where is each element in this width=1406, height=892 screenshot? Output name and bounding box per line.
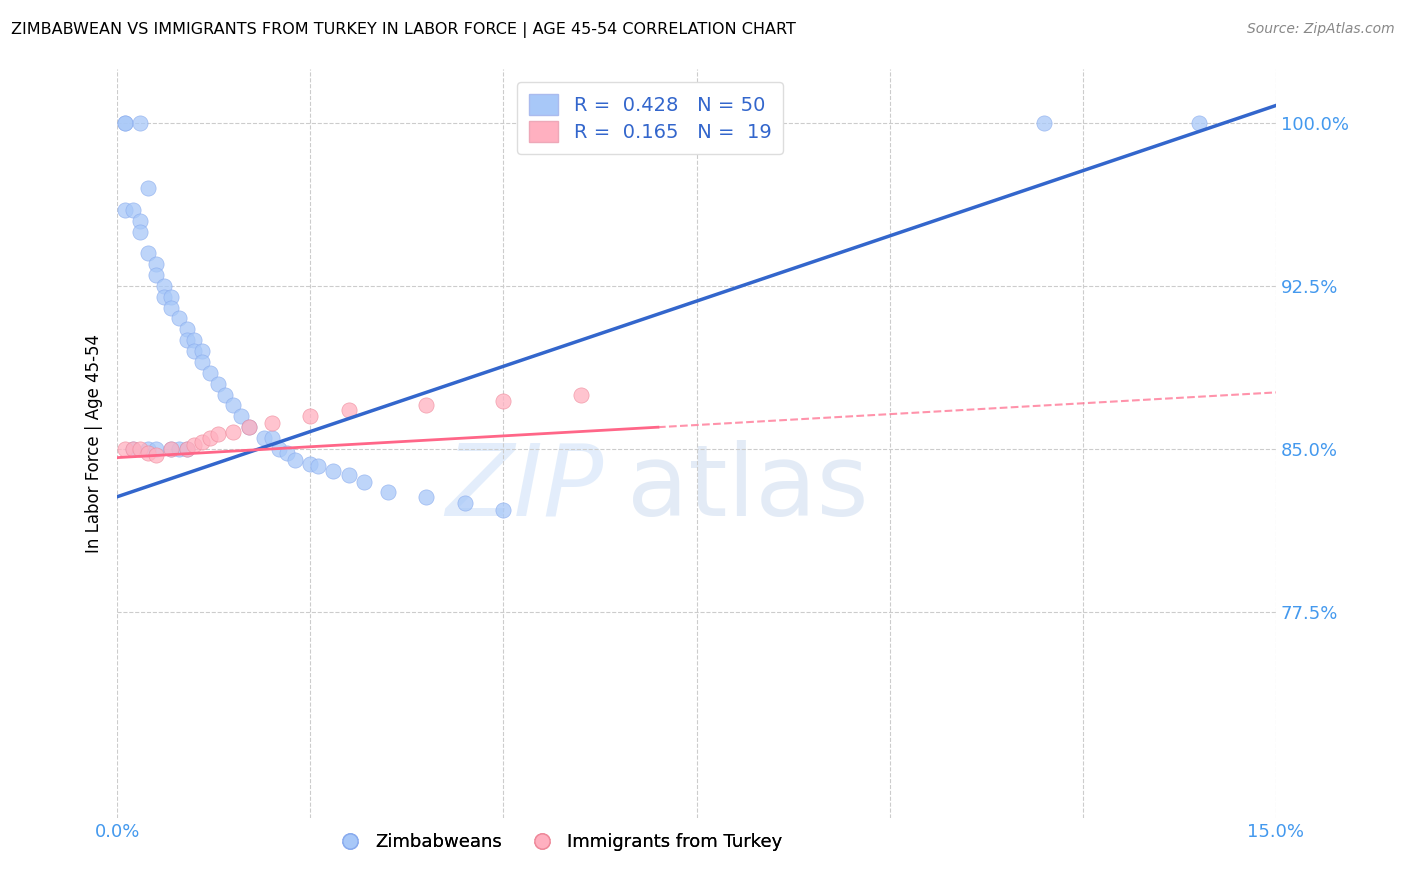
Point xyxy=(222,399,245,413)
Point xyxy=(222,425,245,439)
Point xyxy=(152,290,174,304)
Point xyxy=(260,431,283,445)
Point xyxy=(183,344,205,359)
Point xyxy=(183,333,205,347)
Point xyxy=(145,442,167,456)
Legend: Zimbabweans, Immigrants from Turkey: Zimbabweans, Immigrants from Turkey xyxy=(325,826,790,858)
Point xyxy=(145,268,167,282)
Point xyxy=(337,402,360,417)
Point xyxy=(276,446,298,460)
Point xyxy=(129,225,152,239)
Point xyxy=(176,333,198,347)
Point xyxy=(160,290,183,304)
Point xyxy=(129,442,152,456)
Point xyxy=(269,442,291,456)
Point xyxy=(176,322,198,336)
Point xyxy=(136,442,159,456)
Text: Source: ZipAtlas.com: Source: ZipAtlas.com xyxy=(1247,22,1395,37)
Point xyxy=(145,449,167,463)
Point xyxy=(229,409,252,424)
Point xyxy=(129,213,152,227)
Point xyxy=(207,426,229,441)
Point xyxy=(121,442,143,456)
Point xyxy=(299,409,322,424)
Point xyxy=(176,442,198,456)
Point xyxy=(492,503,515,517)
Point xyxy=(377,485,399,500)
Point xyxy=(353,475,375,489)
Point xyxy=(198,431,221,445)
Point xyxy=(214,387,236,401)
Point xyxy=(198,366,221,380)
Point xyxy=(145,257,167,271)
Point xyxy=(114,202,136,217)
Text: atlas: atlas xyxy=(627,440,869,537)
Point xyxy=(337,468,360,483)
Point xyxy=(415,490,437,504)
Point xyxy=(121,202,143,217)
Point xyxy=(160,442,183,456)
Point xyxy=(136,181,159,195)
Point xyxy=(160,301,183,315)
Point xyxy=(253,431,276,445)
Point xyxy=(176,442,198,456)
Point xyxy=(238,420,260,434)
Point xyxy=(260,416,283,430)
Point xyxy=(152,279,174,293)
Point xyxy=(114,116,136,130)
Point xyxy=(569,387,592,401)
Point xyxy=(121,442,143,456)
Point xyxy=(191,344,214,359)
Point xyxy=(136,446,159,460)
Text: ZIMBABWEAN VS IMMIGRANTS FROM TURKEY IN LABOR FORCE | AGE 45-54 CORRELATION CHAR: ZIMBABWEAN VS IMMIGRANTS FROM TURKEY IN … xyxy=(11,22,796,38)
Y-axis label: In Labor Force | Age 45-54: In Labor Force | Age 45-54 xyxy=(86,334,103,553)
Point xyxy=(191,435,214,450)
Point xyxy=(136,246,159,260)
Point xyxy=(454,496,477,510)
Point xyxy=(191,355,214,369)
Point xyxy=(307,459,329,474)
Point xyxy=(207,376,229,391)
Point xyxy=(1188,116,1211,130)
Point xyxy=(160,442,183,456)
Point xyxy=(129,116,152,130)
Point xyxy=(167,311,190,326)
Point xyxy=(415,399,437,413)
Point xyxy=(183,437,205,451)
Point xyxy=(299,457,322,471)
Point xyxy=(167,442,190,456)
Point xyxy=(1033,116,1056,130)
Point xyxy=(322,464,344,478)
Point xyxy=(492,394,515,409)
Point xyxy=(238,420,260,434)
Point xyxy=(284,452,307,467)
Point xyxy=(114,442,136,456)
Text: ZIP: ZIP xyxy=(446,440,603,537)
Point xyxy=(114,116,136,130)
